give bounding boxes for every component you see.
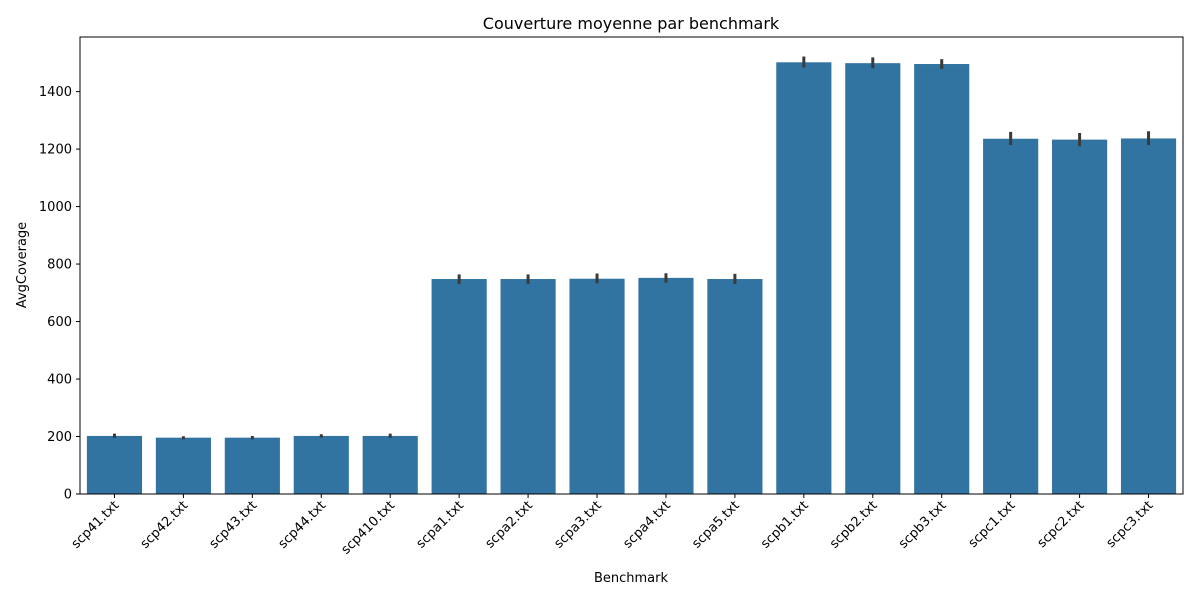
y-tick-label: 800 bbox=[47, 258, 72, 273]
bar bbox=[431, 279, 487, 494]
x-tick-label: scpc3.txt bbox=[1104, 498, 1157, 551]
x-tick-label: scpa4.txt bbox=[620, 498, 673, 551]
y-tick-label: 400 bbox=[47, 373, 72, 388]
y-tick-label: 0 bbox=[64, 488, 72, 503]
x-tick-label: scpa3.txt bbox=[552, 498, 605, 551]
x-tick-label: scp41.txt bbox=[69, 498, 123, 552]
x-tick-label: scpb2.txt bbox=[827, 498, 881, 552]
x-tick-label: scpa5.txt bbox=[689, 498, 742, 551]
x-tick-label: scp410.txt bbox=[339, 498, 398, 557]
x-tick-label: scpc2.txt bbox=[1035, 498, 1088, 551]
bar bbox=[1120, 138, 1177, 494]
error-bars-group bbox=[112, 56, 1151, 440]
x-tick-label: scpa2.txt bbox=[483, 498, 536, 551]
y-tick-label: 1000 bbox=[39, 200, 72, 215]
x-tick-label: scpc1.txt bbox=[966, 498, 1019, 551]
bar bbox=[1052, 139, 1108, 494]
y-axis-label: AvgCoverage bbox=[15, 222, 30, 308]
x-tick-label: scp42.txt bbox=[138, 498, 192, 552]
y-tick-label: 1400 bbox=[39, 85, 72, 100]
bar bbox=[569, 278, 625, 494]
bar bbox=[707, 279, 763, 494]
bar bbox=[362, 435, 418, 494]
bar bbox=[224, 437, 280, 494]
y-tick-label: 1200 bbox=[39, 143, 72, 158]
plot-frame bbox=[79, 36, 1184, 495]
x-axis-label: Benchmark bbox=[594, 571, 669, 586]
bar bbox=[86, 435, 143, 494]
y-tick-label: 600 bbox=[47, 315, 72, 330]
bar bbox=[845, 63, 901, 495]
bar bbox=[155, 437, 211, 494]
bar bbox=[500, 279, 556, 494]
y-tick-label: 200 bbox=[47, 430, 72, 445]
bar bbox=[914, 64, 970, 494]
x-tick-label: scpa1.txt bbox=[414, 498, 467, 551]
bar bbox=[776, 62, 832, 494]
x-tick-label: scpb3.txt bbox=[896, 498, 950, 552]
bar bbox=[293, 435, 349, 494]
bars-group bbox=[86, 62, 1177, 495]
bar bbox=[983, 138, 1039, 494]
y-axis: 0 200 400 600 800 1000 1200 1400 bbox=[39, 85, 80, 503]
x-tick-label: scp43.txt bbox=[207, 498, 261, 552]
chart-title: Couverture moyenne par benchmark bbox=[483, 14, 780, 33]
bar bbox=[638, 277, 694, 494]
x-tick-label: scp44.txt bbox=[276, 498, 330, 552]
x-tick-label: scpb1.txt bbox=[758, 498, 812, 552]
x-axis: scp41.txt scp42.txt scp43.txt scp44.txt scp4… bbox=[69, 494, 1157, 558]
